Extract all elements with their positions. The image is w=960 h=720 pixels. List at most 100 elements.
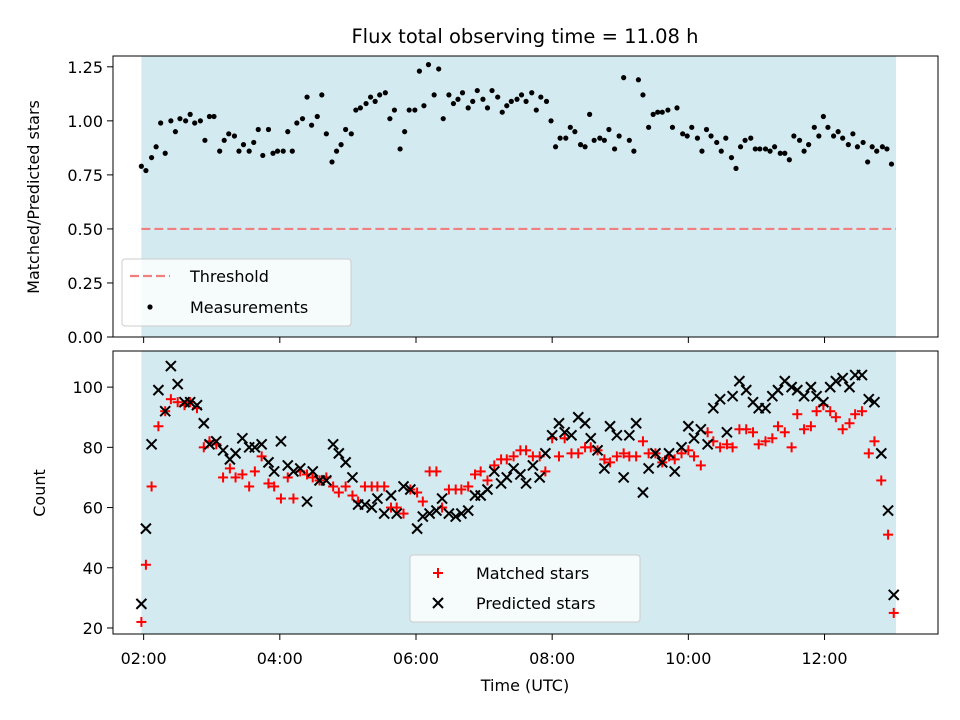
matched-star-point xyxy=(288,493,299,504)
predicted-star-point xyxy=(229,447,242,460)
measurement-point xyxy=(523,98,529,104)
y-tick-label: 1.25 xyxy=(67,58,103,77)
matched-star-point xyxy=(573,448,584,459)
predicted-star-mark-b xyxy=(520,477,532,490)
predicted-star-point xyxy=(210,435,222,448)
predicted-star-point xyxy=(249,441,261,454)
predicted-star-mark-b xyxy=(268,465,280,478)
x-tick-label: 10:00 xyxy=(665,649,711,668)
measurement-point xyxy=(333,148,340,154)
predicted-star-mark-b xyxy=(565,429,578,442)
measurement-point xyxy=(387,116,393,122)
predicted-star-mark-b xyxy=(817,396,830,408)
matched-star-point xyxy=(553,451,564,462)
predicted-star-mark-b xyxy=(721,426,733,438)
bottom-panel: 20 40 60 80 100 02:00 04:00 06:00 08:00 10:00 12:0… xyxy=(72,350,939,668)
measurement-point xyxy=(197,118,203,124)
measurement-point xyxy=(489,87,495,94)
measurement-point xyxy=(459,90,466,96)
measurement-point xyxy=(689,124,695,130)
predicted-star-mark-b xyxy=(785,381,798,393)
matched-star-point xyxy=(599,454,610,465)
measurement-point xyxy=(402,129,408,135)
matched-star-point xyxy=(792,409,803,420)
predicted-star-mark-b xyxy=(501,471,513,484)
measurement-point xyxy=(703,126,710,133)
predicted-star-mark-b xyxy=(779,375,791,387)
measurement-point xyxy=(294,120,300,126)
predicted-star-point xyxy=(707,402,720,414)
predicted-star-mark-b xyxy=(249,441,261,454)
matched-star-point xyxy=(475,466,486,477)
measurement-point xyxy=(655,109,661,115)
predicted-star-point xyxy=(430,504,443,517)
predicted-star-point xyxy=(203,438,216,451)
predicted-star-point xyxy=(740,384,752,396)
matched-star-point xyxy=(470,469,481,480)
predicted-star-point xyxy=(268,465,280,478)
measurement-point xyxy=(455,96,461,102)
predicted-star-mark-b xyxy=(772,384,784,396)
matched-star-point xyxy=(521,445,532,456)
matched-star-point xyxy=(786,442,797,453)
predicted-star-point xyxy=(359,498,371,511)
measurement-point xyxy=(187,111,193,117)
predicted-star-mark-b xyxy=(682,420,695,432)
measurement-point xyxy=(860,139,866,146)
measurement-point xyxy=(640,92,646,98)
x-axis-label: Time (UTC) xyxy=(480,676,569,695)
predicted-star-point xyxy=(191,399,203,411)
predicted-star-mark-b xyxy=(301,495,313,508)
predicted-star-mark-b xyxy=(411,522,423,535)
measurement-point xyxy=(538,94,544,100)
predicted-star-point xyxy=(726,390,739,402)
predicted-star-mark-b xyxy=(836,372,849,384)
matched-star-point xyxy=(748,427,759,438)
predicted-star-mark-b xyxy=(514,468,527,481)
measurement-point xyxy=(635,77,642,83)
measurement-point xyxy=(162,150,168,156)
matched-star-point xyxy=(760,436,771,447)
x-tick-label: 06:00 xyxy=(393,649,439,668)
predicted-star-point xyxy=(868,396,881,408)
measurement-point xyxy=(304,94,310,100)
chart-title: Flux total observing time = 11.08 h xyxy=(351,25,698,48)
predicted-star-mark-b xyxy=(307,465,319,478)
top-legend: Threshold Measurements xyxy=(121,258,352,327)
measurement-point xyxy=(752,146,758,152)
measurement-point xyxy=(684,133,690,139)
predicted-star-mark-b xyxy=(649,447,662,460)
measurement-point xyxy=(708,133,714,139)
predicted-star-point xyxy=(217,444,229,457)
matched-star-point xyxy=(328,481,339,492)
predicted-star-mark-b xyxy=(443,507,455,520)
predicted-star-point xyxy=(443,507,455,520)
measurement-point xyxy=(548,118,554,124)
predicted-star-point xyxy=(623,429,636,442)
predicted-star-mark-b xyxy=(135,598,148,610)
measurement-point xyxy=(465,105,471,111)
predicted-star-mark-b xyxy=(450,510,462,523)
measurement-point xyxy=(348,131,354,137)
predicted-star-mark-b xyxy=(688,432,700,445)
y-tick-label: 0.50 xyxy=(67,220,103,239)
measurement-point xyxy=(577,142,584,148)
legend-measurements-swatch xyxy=(147,304,153,310)
measurement-point xyxy=(748,135,754,141)
legend-predicted-label: Predicted stars xyxy=(476,594,596,613)
predicted-star-point xyxy=(165,360,177,372)
measurement-point xyxy=(412,107,418,113)
measurement-point xyxy=(265,126,272,133)
predicted-star-point xyxy=(327,438,339,451)
predicted-star-mark-b xyxy=(462,504,474,517)
measurement-point xyxy=(631,148,637,154)
predicted-star-mark-b xyxy=(255,438,268,451)
matched-star-point xyxy=(482,475,493,486)
predicted-star-point xyxy=(455,507,468,520)
matched-star-point xyxy=(398,508,409,519)
predicted-star-point xyxy=(882,504,894,517)
predicted-star-mark-b xyxy=(637,486,649,499)
measurement-point xyxy=(865,159,871,165)
predicted-star-mark-b xyxy=(611,429,623,442)
measurement-point xyxy=(450,100,457,107)
